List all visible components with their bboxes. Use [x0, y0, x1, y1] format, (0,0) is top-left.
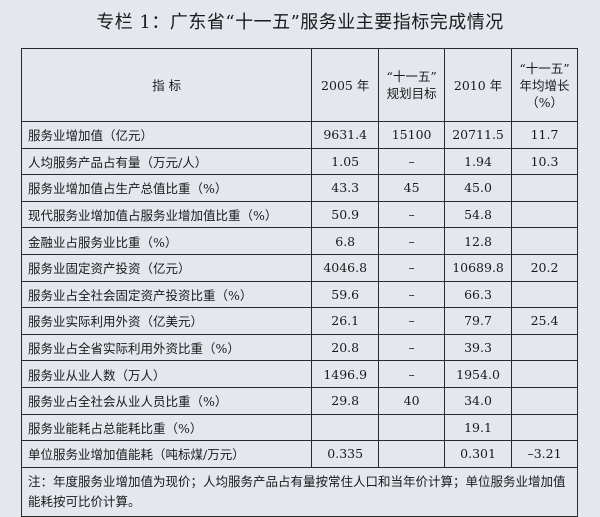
value-cell: – [378, 360, 446, 388]
value-cell [511, 386, 578, 415]
value-cell: – [378, 333, 446, 362]
column-header: 指 标 [20, 48, 313, 122]
table-row: 服务业占全社会从业人员比重（%） 29.8 40 34.0 [20, 386, 578, 415]
value-cell: 45.0 [444, 174, 513, 202]
indicator-name: 服务业增加值（亿元） [20, 121, 313, 149]
value-cell [378, 440, 446, 468]
value-cell: 40 [378, 386, 446, 415]
value-cell [311, 413, 380, 442]
value-cell: 4046.8 [311, 253, 380, 282]
value-cell: –3.21 [511, 440, 578, 468]
value-cell: 39.3 [444, 333, 513, 362]
table-note: 注：年度服务业增加值为现价；人均服务产品占有量按常住人口和当年价计算；单位服务业… [21, 466, 578, 517]
table-row: 现代服务业增加值占服务业增加值比重（%） 50.9–54.8 [20, 200, 578, 229]
indicator-name: 服务业实际利用外资（亿美元） [20, 307, 313, 335]
table-row: 服务业增加值占生产总值比重（%） 43.3 45 45.0 [20, 174, 578, 202]
indicator-name: 金融业占服务业比重（%） [20, 227, 313, 255]
value-cell: – [378, 280, 446, 309]
column-header: “十一五” 年均增长 （%） [511, 48, 578, 122]
table-row: 服务业增加值（亿元） 9631.4 15100 20711.5 11.7 [20, 121, 578, 149]
value-cell: 6.8 [311, 227, 380, 255]
value-cell: 15100 [378, 121, 446, 149]
value-cell: – [378, 200, 446, 229]
value-cell [511, 333, 578, 362]
indicator-name: 服务业固定资产投资（亿元） [20, 253, 313, 282]
indicator-name: 单位服务业增加值能耗（吨标煤/万元） [20, 440, 313, 468]
value-cell: 9631.4 [311, 121, 380, 149]
indicator-name: 服务业占全社会固定资产投资比重（%） [20, 280, 313, 309]
value-cell: 11.7 [511, 121, 578, 149]
table-row: 服务业从业人数（万人） 1496.9–1954.0 [20, 360, 578, 388]
value-cell: – [378, 147, 446, 176]
value-cell: 34.0 [444, 386, 513, 415]
table-row: 服务业占全省实际利用外资比重（%） 20.8–39.3 [20, 333, 578, 362]
value-cell [511, 174, 578, 202]
indicator-name: 服务业占全省实际利用外资比重（%） [20, 333, 313, 362]
value-cell: 50.9 [311, 200, 380, 229]
table-row: 单位服务业增加值能耗（吨标煤/万元） 0.335 0.301 –3.21 [20, 440, 578, 468]
value-cell: 0.335 [311, 440, 380, 468]
table-row: 服务业占全社会固定资产投资比重（%） 59.6–66.3 [20, 280, 578, 309]
column-header: “十一五” 规划目标 [378, 48, 446, 122]
table-row: 服务业能耗占总能耗比重（%） 19.1 [20, 413, 578, 442]
column-header: 2010 年 [444, 48, 513, 122]
table-row: 服务业固定资产投资（亿元） 4046.8–10689.8 20.2 [20, 253, 578, 282]
value-cell: – [378, 227, 446, 255]
value-cell: 45 [378, 174, 446, 202]
page-title: 专栏 1：广东省“十一五”服务业主要指标完成情况 [96, 12, 504, 33]
indicator-name: 人均服务产品占有量（万元/人） [20, 147, 313, 176]
value-cell: 1496.9 [311, 360, 380, 388]
table-row: 服务业实际利用外资（亿美元） 26.1–79.7 25.4 [20, 307, 578, 335]
value-cell: 20.2 [511, 253, 578, 282]
value-cell [511, 280, 578, 309]
value-cell [511, 360, 578, 388]
indicator-name: 服务业能耗占总能耗比重（%） [20, 413, 313, 442]
column-header: 2005 年 [311, 48, 380, 122]
value-cell [511, 200, 578, 229]
value-cell: 20.8 [311, 333, 380, 362]
indicator-name: 服务业占全社会从业人员比重（%） [20, 386, 313, 415]
value-cell: 1954.0 [444, 360, 513, 388]
table-header-row: 指 标 2005 年 “十一五” 规划目标 2010 年 “十一五” 年均增长 （%） [20, 48, 578, 122]
value-cell: 54.8 [444, 200, 513, 229]
value-cell: 26.1 [311, 307, 380, 335]
value-cell [378, 413, 446, 442]
table-row: 金融业占服务业比重（%） 6.8–12.8 [20, 227, 578, 255]
value-cell: 10.3 [511, 147, 578, 176]
value-cell: 66.3 [444, 280, 513, 309]
value-cell: 1.94 [444, 147, 513, 176]
value-cell: 59.6 [311, 280, 380, 309]
value-cell: 0.301 [444, 440, 513, 468]
value-cell: – [378, 307, 446, 335]
value-cell: 1.05 [311, 147, 380, 176]
value-cell: 79.7 [444, 307, 513, 335]
value-cell: – [378, 253, 446, 282]
indicator-table: 指 标 2005 年 “十一五” 规划目标 2010 年 “十一五” 年均增长 （%） … [20, 48, 578, 517]
value-cell: 43.3 [311, 174, 380, 202]
table-row: 人均服务产品占有量（万元/人） 1.05–1.94 10.3 [20, 147, 578, 176]
indicator-name: 服务业从业人数（万人） [20, 360, 313, 388]
value-cell: 19.1 [444, 413, 513, 442]
value-cell: 20711.5 [444, 121, 513, 149]
value-cell [511, 227, 578, 255]
indicator-name: 服务业增加值占生产总值比重（%） [20, 174, 313, 202]
value-cell [511, 413, 578, 442]
value-cell: 12.8 [444, 227, 513, 255]
value-cell: 25.4 [511, 307, 578, 335]
value-cell: 10689.8 [444, 253, 513, 282]
value-cell: 29.8 [311, 386, 380, 415]
indicator-name: 现代服务业增加值占服务业增加值比重（%） [20, 200, 313, 229]
